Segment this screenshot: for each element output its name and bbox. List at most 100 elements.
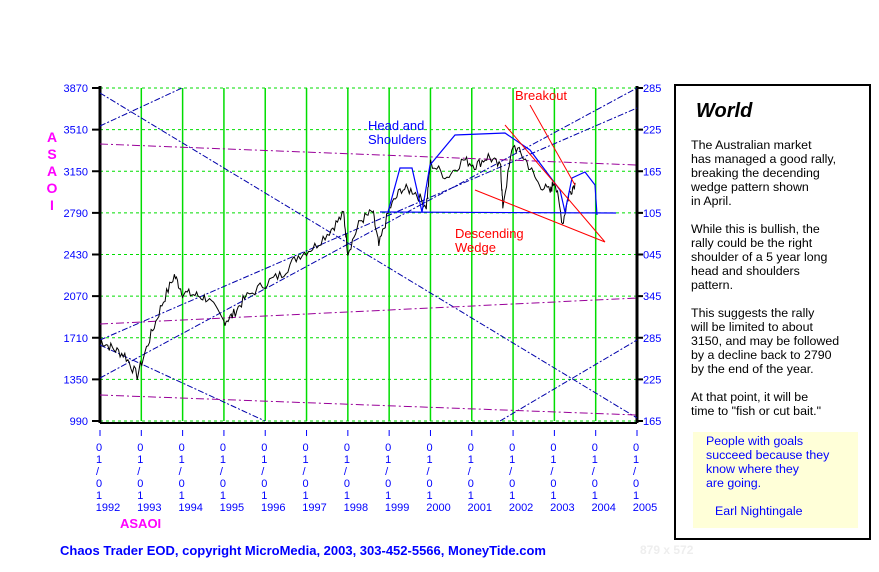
x-tick-label: 1995 (220, 502, 244, 514)
x-tick-date-char: / (261, 466, 265, 478)
left-tick-label: 3510 (64, 125, 88, 137)
x-tick-label: 1992 (96, 502, 120, 514)
x-tick-date-char: 1 (426, 490, 432, 502)
x-tick-date-char: 0 (385, 478, 391, 490)
paragraph-3: This suggests the rally will be limited … (691, 306, 840, 376)
x-tick-date-char: 1 (303, 454, 309, 466)
left-tick-label: 2430 (64, 250, 88, 262)
x-tick-date-char: / (96, 466, 100, 478)
left-tick-label: 2070 (64, 291, 88, 303)
x-tick-date-char: 0 (592, 442, 598, 454)
x-tick-date-char: / (550, 466, 554, 478)
cycle-line (99, 92, 638, 419)
x-tick-date-char: / (468, 466, 472, 478)
x-tick-date-char: 1 (344, 454, 350, 466)
y-axis-label-char: O (47, 180, 58, 196)
x-tick-date-char: 0 (179, 478, 185, 490)
x-tick-label: 1997 (302, 502, 326, 514)
x-tick-date-char: 0 (633, 478, 639, 490)
left-tick-label: 1710 (64, 333, 88, 345)
quote-text: People with goals succeed because they k… (706, 434, 830, 490)
x-tick-date-char: 0 (261, 478, 267, 490)
purple-line (99, 143, 638, 166)
x-tick-date-char: 0 (220, 442, 226, 454)
x-tick-date-char: 1 (261, 454, 267, 466)
x-tick-date-char: 0 (179, 442, 185, 454)
x-tick-label: 2000 (426, 502, 450, 514)
x-tick-label: 2003 (550, 502, 574, 514)
chart: 3870 285 3510 225 3150 165 2790 105 2430 045 2070 3… (47, 83, 662, 531)
x-tick-date-char: 0 (426, 442, 432, 454)
right-tick-label: 105 (643, 208, 661, 220)
x-tick-label: 2005 (633, 502, 657, 514)
x-tick-date-char: 0 (344, 442, 350, 454)
x-tick-date-char: 1 (96, 454, 102, 466)
x-tick-date-char: 1 (137, 490, 143, 502)
breakout-line (529, 104, 576, 186)
left-tick-label: 2790 (64, 208, 88, 220)
y-axis-label-char: S (47, 146, 56, 162)
x-tick-date-char: 1 (592, 454, 598, 466)
x-tick-date-char: 1 (468, 490, 474, 502)
x-tick-date-char: / (385, 466, 389, 478)
x-tick-date-char: 0 (468, 478, 474, 490)
y-axis-label-char: A (47, 129, 57, 145)
price-line (99, 144, 576, 380)
y-axis-label-char: A (47, 163, 57, 179)
x-tick-date-char: 1 (220, 454, 226, 466)
right-tick-label: 225 (643, 374, 661, 386)
cycle-line (99, 107, 638, 341)
x-tick-date-char: / (220, 466, 224, 478)
x-tick-date-char: / (592, 466, 596, 478)
x-tick-date-char: 0 (303, 478, 309, 490)
x-tick-date-char: 0 (550, 478, 556, 490)
x-tick-date-char: 1 (179, 490, 185, 502)
x-tick-date-char: 1 (344, 490, 350, 502)
x-tick-date-char: 1 (550, 490, 556, 502)
right-tick-label: 165 (643, 416, 661, 428)
x-tick-date-char: 0 (137, 442, 143, 454)
size-label: 879 x 572 (640, 543, 694, 557)
x-tick-date-char: / (633, 466, 637, 478)
x-tick-date-char: / (344, 466, 348, 478)
cycle-line (499, 339, 638, 422)
x-tick-date-char: 0 (385, 442, 391, 454)
purple-line (99, 394, 638, 416)
right-tick-label: 285 (643, 333, 661, 345)
x-tick-date-char: 1 (220, 490, 226, 502)
x-tick-date-char: 0 (220, 478, 226, 490)
right-tick-label: 225 (643, 125, 661, 137)
footer-copyright: Chaos Trader EOD, copyright MicroMedia, … (60, 543, 546, 558)
purple-line (99, 297, 638, 325)
x-tick-label: 1996 (261, 502, 285, 514)
x-tick-date-char: 1 (137, 454, 143, 466)
x-tick-date-char: / (303, 466, 307, 478)
cycle-line (99, 87, 183, 127)
left-tick-label: 1350 (64, 374, 88, 386)
x-tick-label: 1994 (178, 502, 202, 514)
x-tick-date-char: 1 (550, 454, 556, 466)
x-tick-date-char: 0 (468, 442, 474, 454)
x-tick-date-char: 0 (137, 478, 143, 490)
paragraph-2: While this is bullish, the rally could b… (691, 222, 828, 292)
annotation-head-shoulders: Shoulders (368, 132, 427, 147)
panel-title: World (696, 100, 753, 122)
right-tick-label: 345 (643, 291, 661, 303)
x-tick-date-char: 1 (592, 490, 598, 502)
x-tick-date-char: 0 (633, 442, 639, 454)
x-tick-label: 1998 (344, 502, 368, 514)
x-tick-date-char: / (426, 466, 430, 478)
quote-box: People with goals succeed because they k… (693, 432, 858, 528)
x-tick-date-char: / (509, 466, 513, 478)
x-tick-date-char: 0 (592, 478, 598, 490)
right-tick-label: 285 (643, 83, 661, 95)
x-tick-date-char: 1 (96, 490, 102, 502)
x-tick-label: 1999 (385, 502, 409, 514)
x-tick-date-char: 0 (303, 442, 309, 454)
x-tick-label: 2001 (468, 502, 492, 514)
left-tick-label: 990 (70, 416, 88, 428)
x-tick-date-char: 0 (509, 478, 515, 490)
x-tick-date-char: 1 (179, 454, 185, 466)
x-tick-date-char: 1 (426, 454, 432, 466)
quote-author: Earl Nightingale (715, 504, 803, 518)
